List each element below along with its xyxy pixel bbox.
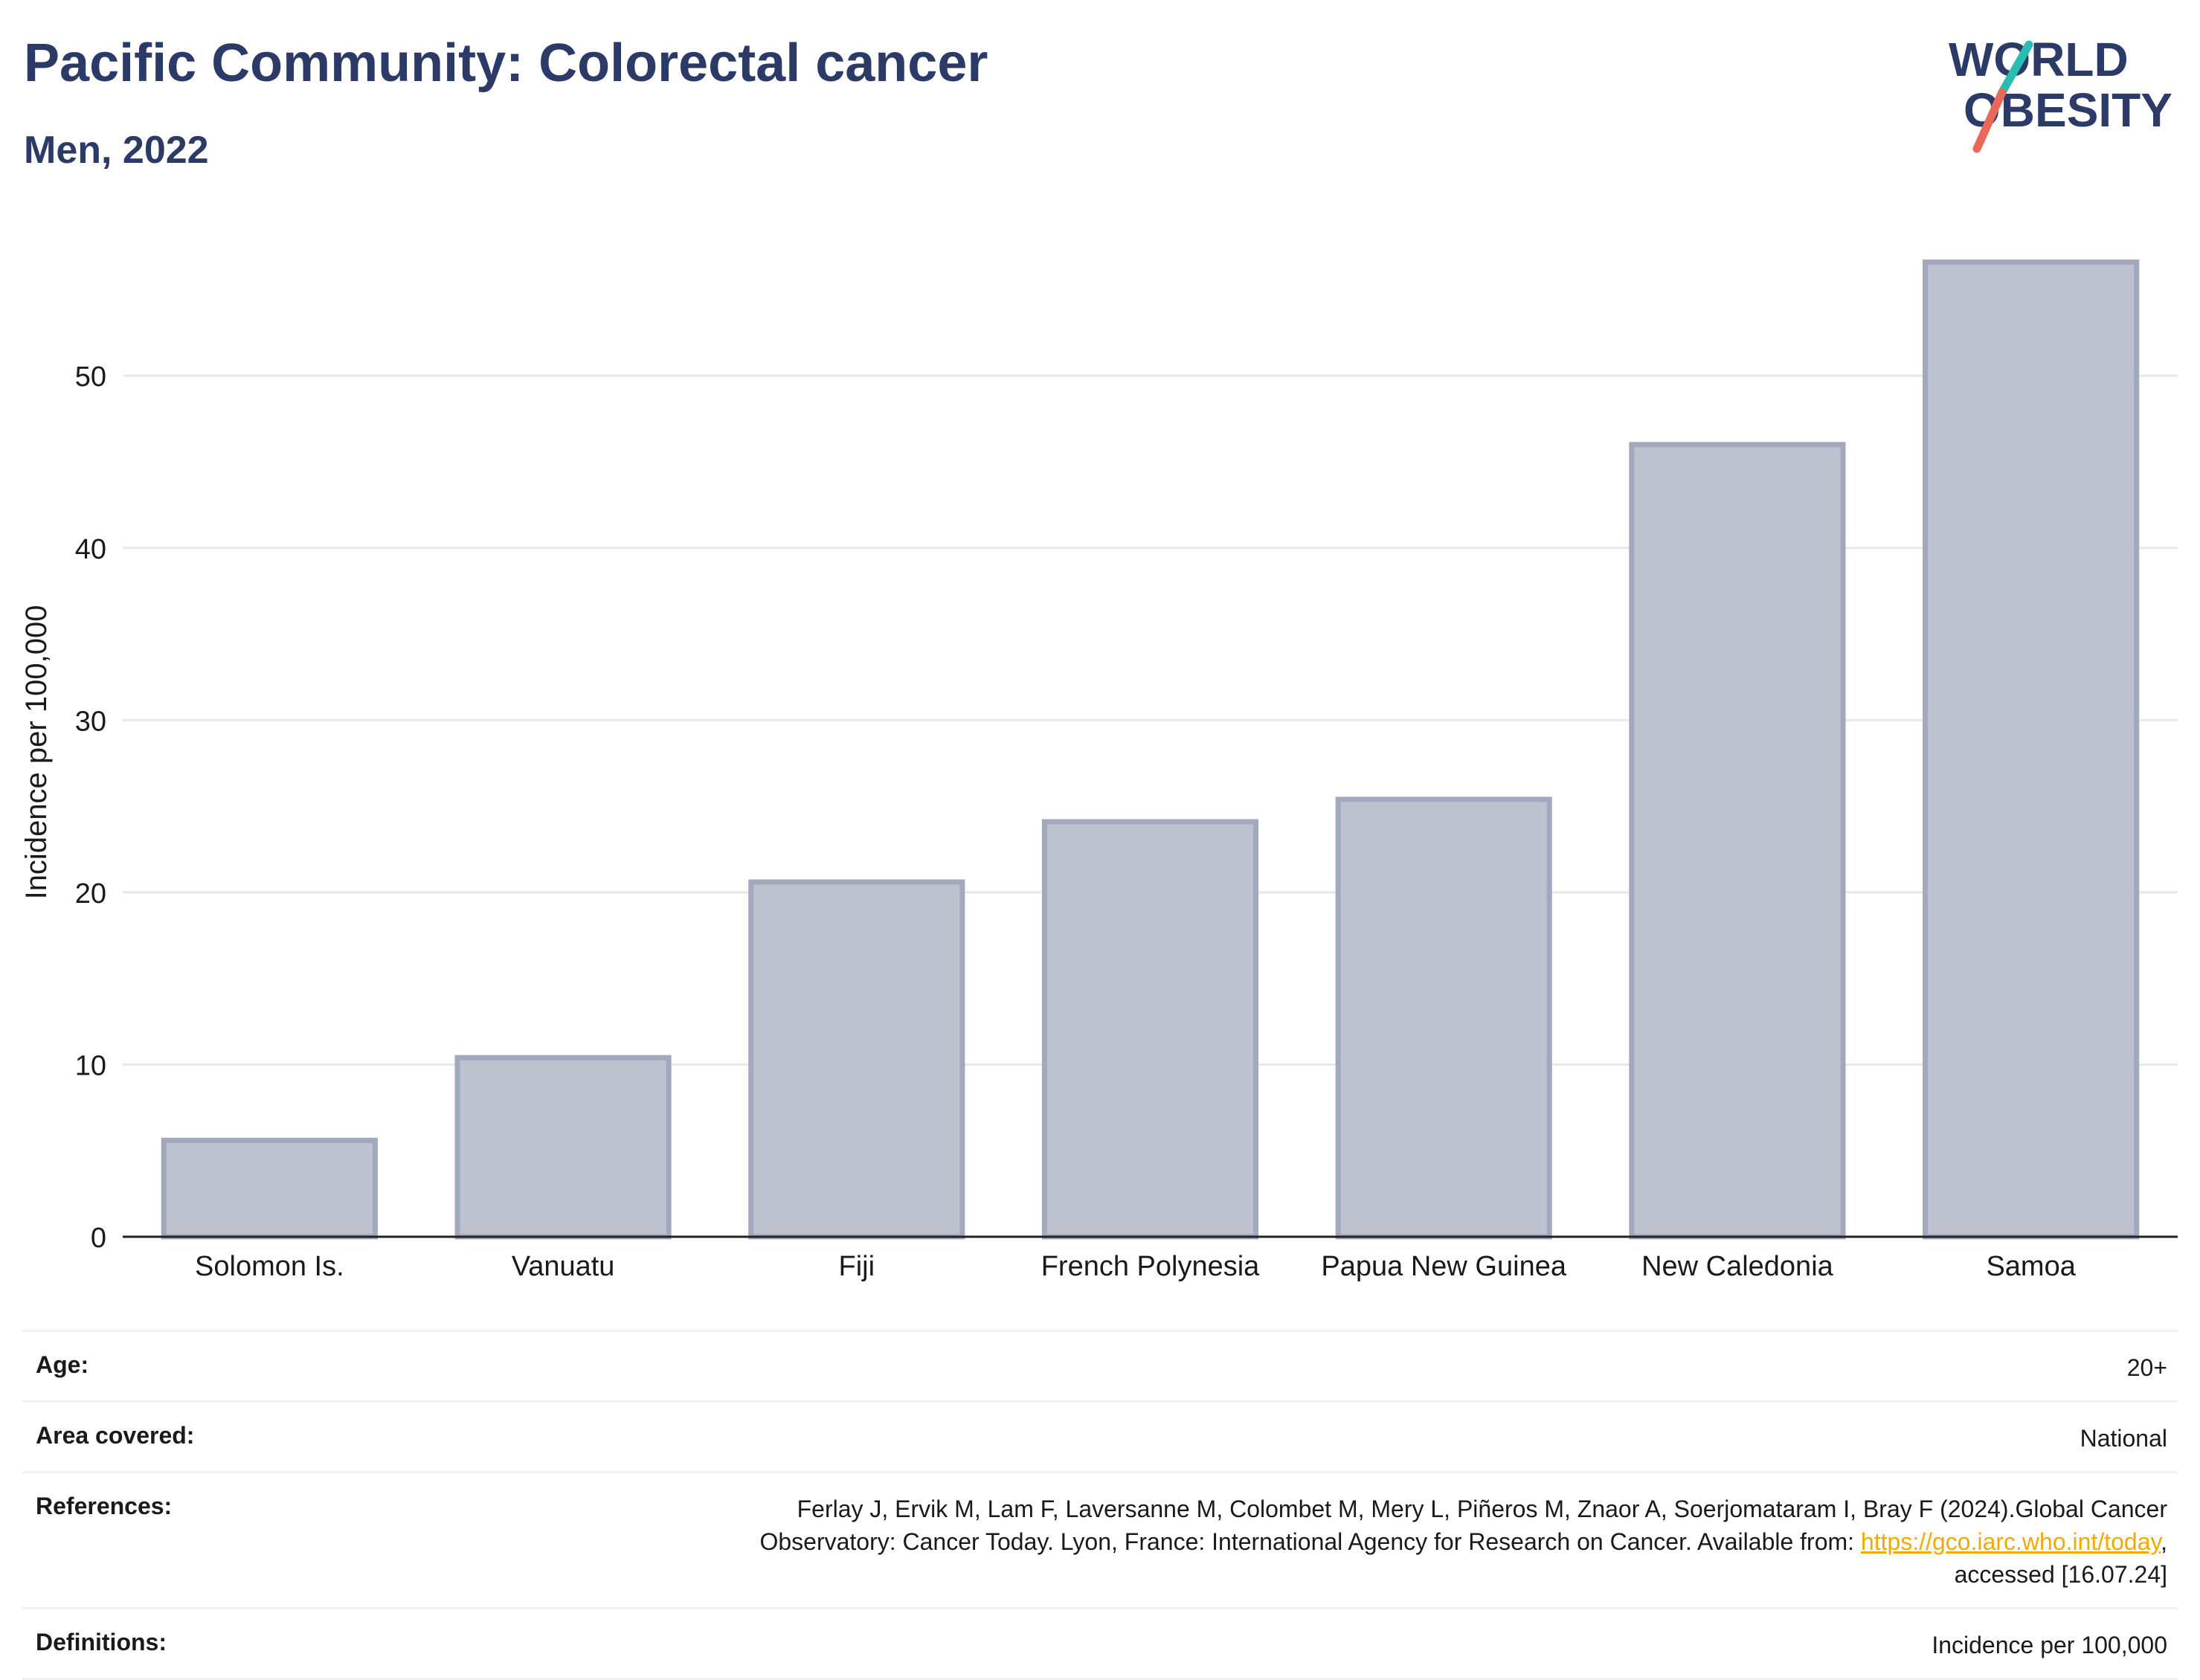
age-value: 20+ [2126, 1354, 2167, 1381]
definitions-value: Incidence per 100,000 [1932, 1632, 2167, 1658]
references-link[interactable]: https://gco.iarc.who.int/today [1860, 1528, 2161, 1555]
meta-row-age: Age: 20+ [22, 1330, 2178, 1400]
bar [1335, 796, 1552, 1240]
bar [1629, 442, 1846, 1240]
chart-title: Pacific Community: Colorectal cancer [24, 33, 988, 93]
meta-row-area: Area covered: National [22, 1400, 2178, 1471]
logo-slash-teal [1998, 40, 2033, 97]
y-axis-label: Incidence per 100,000 [20, 605, 53, 900]
x-tick-label: New Caledonia [1641, 1251, 1834, 1282]
x-tick-labels: Solomon Is. Vanuatu Fiji French Polynesia Pa… [195, 1251, 2077, 1282]
world-obesity-logo-graphic: WORLD OBESITY [1949, 33, 2172, 153]
logo-word-world: WORLD [1949, 33, 2129, 86]
logo-slash-coral [1972, 88, 2007, 153]
area-label: Area covered: [36, 1422, 195, 1449]
chart-subtitle: Men, 2022 [24, 129, 209, 172]
bar [161, 1137, 378, 1240]
world-obesity-logo: WORLD OBESITY [1934, 22, 2187, 156]
x-tick-label: Samoa [1986, 1251, 2076, 1282]
x-tick-label: Vanuatu [512, 1251, 615, 1282]
x-tick-label: Papua New Guinea [1321, 1251, 1566, 1282]
bar-chart: 0 10 20 30 40 50 Solomon Is. Vanuatu Fiji French… [20, 259, 2178, 1282]
references-comma: , [2161, 1528, 2167, 1555]
y-tick-label: 30 [75, 706, 106, 737]
y-tick-label: 20 [75, 878, 106, 910]
bar [748, 879, 965, 1240]
references-value: Ferlay J, Ervik M, Lam F, Laversanne M, … [759, 1493, 2167, 1591]
y-tick-label: 40 [75, 534, 106, 565]
meta-row-references: References: Ferlay J, Ervik M, Lam F, La… [22, 1471, 2178, 1607]
bar [1041, 819, 1259, 1240]
y-tick-labels: 0 10 20 30 40 50 [75, 361, 106, 1254]
references-text-line3: accessed [16.07.24] [1954, 1561, 2167, 1588]
bar [1923, 259, 2140, 1240]
references-text-line2: Observatory: Cancer Today. Lyon, France:… [759, 1528, 1861, 1555]
x-tick-label: Fiji [839, 1251, 875, 1282]
x-tick-label: French Polynesia [1041, 1251, 1260, 1282]
references-label: References: [36, 1493, 173, 1519]
area-value: National [2080, 1425, 2167, 1452]
x-tick-label: Solomon Is. [195, 1251, 344, 1282]
references-text-line1: Ferlay J, Ervik M, Lam F, Laversanne M, … [797, 1496, 2167, 1522]
bars [161, 259, 2140, 1240]
y-tick-label: 0 [91, 1223, 106, 1254]
age-label: Age: [36, 1351, 89, 1378]
y-tick-label: 10 [75, 1050, 106, 1081]
bar [454, 1055, 672, 1240]
y-tick-label: 50 [75, 361, 106, 393]
definitions-label: Definitions: [36, 1629, 167, 1655]
metadata-table: Age: 20+ Area covered: National Referenc… [22, 1330, 2178, 1680]
meta-row-definitions: Definitions: Incidence per 100,000 [22, 1607, 2178, 1680]
